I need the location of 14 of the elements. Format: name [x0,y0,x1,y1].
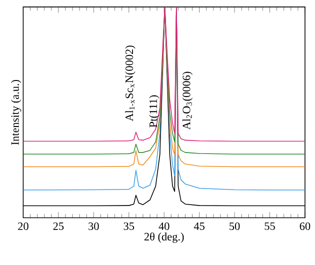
y-axis-title: Intensity (a.u.) [10,80,22,146]
x-tick-label: 45 [194,222,204,230]
x-tick-label: 30 [88,222,99,230]
x-tick-label: 55 [264,222,275,230]
x-tick-label: 60 [300,222,310,230]
annotation: Al$_{1-x}$Sc$_{x}$N(0002) [125,46,136,122]
x-tick-label: 50 [230,222,240,230]
x-tick-label: 40 [158,222,170,230]
x-tick-label: 35 [124,222,134,230]
x-tick-label: 25 [53,222,64,230]
x-tick-label: 20 [18,222,28,230]
annotation: Pt(111) [149,96,160,128]
x-axis-title: 2θ (deg.) [144,232,184,244]
annotation: Al$_{2}$O$_{3}$(0006) [182,72,193,130]
